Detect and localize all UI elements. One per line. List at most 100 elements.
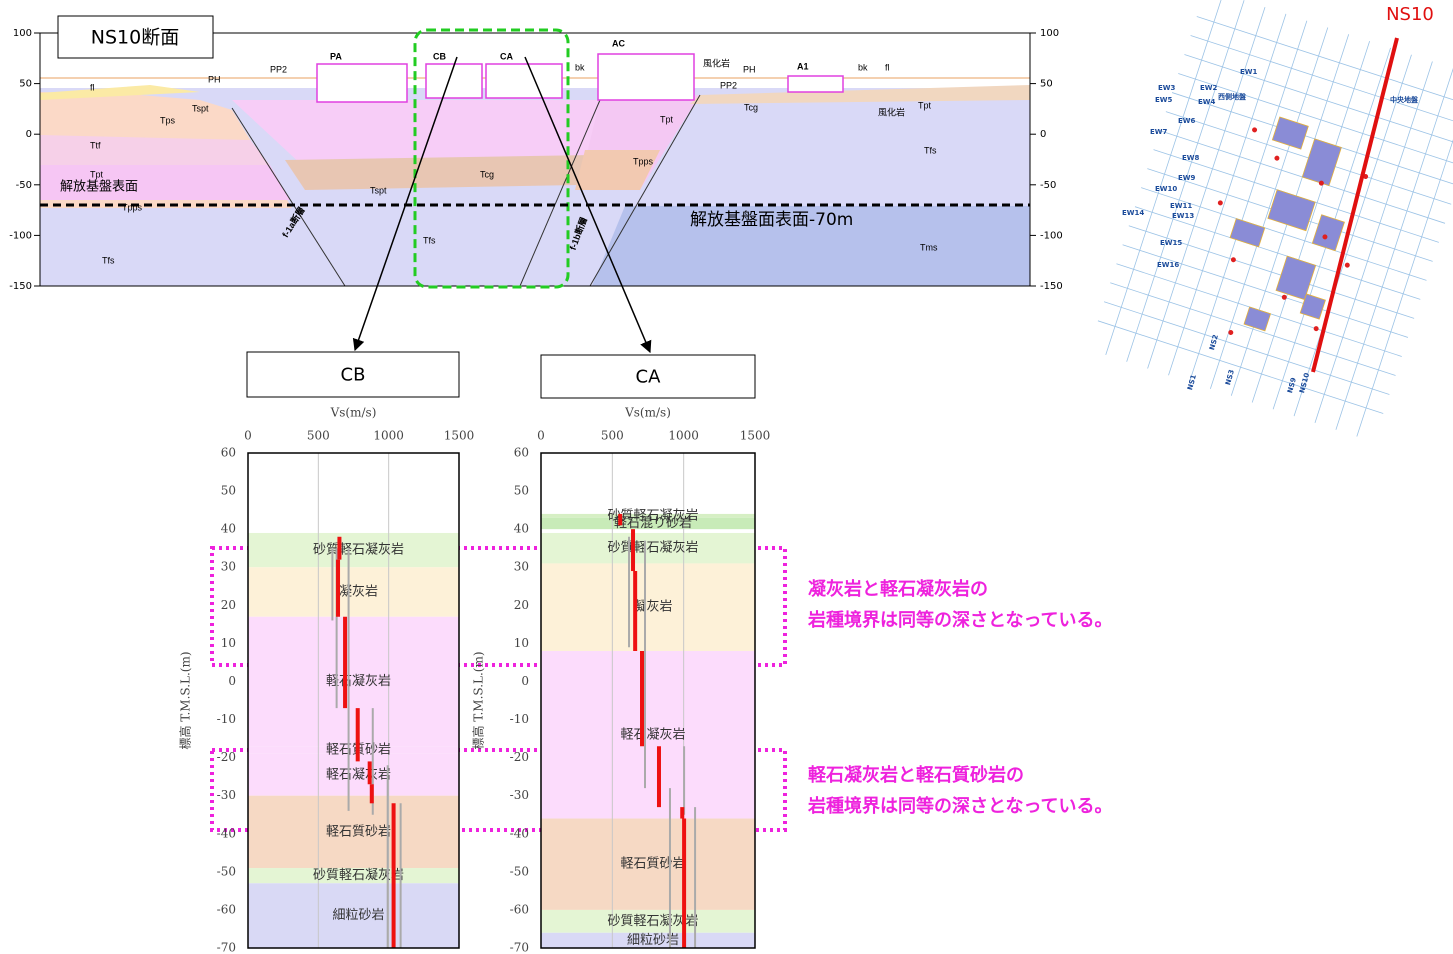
y-tick-label: -30 [217,788,236,802]
section-label: Tpt [918,100,932,110]
annotation: 凝灰岩と軽石凝灰岩の [808,578,988,600]
highlight-box [210,748,787,832]
building [1229,218,1266,248]
y-tick-label: 50 [19,79,32,90]
map-label: EW15 [1160,239,1182,247]
map-label: EW10 [1155,185,1177,193]
annotation: 岩種境界は同等の深さとなっている。 [807,795,1113,817]
layer-label: 砂質軽石凝灰岩 [607,913,698,929]
map-label: NS1 [1186,374,1198,391]
map-label: EW3 [1158,84,1176,92]
map-title: NS10 [1386,4,1434,25]
map-line [1122,244,1409,338]
y-tick-label: -50 [16,180,32,191]
section-label: Tpt [660,114,674,124]
map-label: NS3 [1224,369,1236,386]
plot-border [540,452,756,949]
layer [248,567,459,617]
y-tick-label: -100 [9,230,32,241]
building [787,75,844,93]
layer-label: 砂質軽石凝灰岩 [313,542,404,558]
section-label: Ttf [90,140,101,150]
map-line [1103,301,1390,395]
map-label: NS2 [1208,334,1220,351]
x-tick-label: 0 [244,429,252,443]
highlight-box [210,546,787,667]
y-tick-label: -40 [217,826,236,840]
section-label: 風化岩 [878,106,905,117]
annotation: 岩種境界は同等の深さとなっている。 [807,609,1113,631]
section-title: NS10断面 [91,27,179,49]
building [1271,116,1309,150]
marker [1228,329,1234,335]
fault-line [231,107,346,287]
layer-label: 細粒砂岩 [627,933,679,948]
map-label: EW6 [1178,117,1196,125]
tms-zone [592,206,1030,286]
map-label: EW5 [1155,96,1173,104]
map-label: EW9 [1178,174,1196,182]
chart-title: CA [636,367,662,388]
section-label: PP2 [270,64,287,74]
y-tick-label: 20 [514,598,529,612]
layer-label: 細粒砂岩 [332,908,384,923]
section-label: 風化岩 [703,57,730,68]
y-tick-label: -100 [1040,230,1063,241]
marker [1318,180,1324,186]
section-label: bk [858,62,868,72]
layer [248,746,459,754]
layer [541,909,755,933]
building [1275,255,1317,301]
layer-label: 軽石凝灰岩 [620,726,685,742]
left-tpt [40,165,290,200]
map-line [1141,187,1427,281]
y-tick-label: -30 [510,788,529,802]
left-ttf [40,135,270,165]
y-tick-label: 0 [1040,129,1046,140]
building [485,63,563,99]
map-label: 西側地盤 [1218,92,1247,101]
layer [541,818,755,910]
y-tick-label: 0 [521,674,529,688]
y-tick-label: -70 [217,941,236,954]
x-tick-label: 1000 [668,429,699,443]
x-tick-label: 500 [601,429,624,443]
y-tick-label: -50 [217,864,236,878]
layer-label: 砂質軽石凝灰岩 [313,867,404,883]
marker [1281,294,1287,300]
y-tick-label: 20 [221,598,236,612]
title-box [57,15,214,59]
layer [541,532,755,564]
building [1267,189,1316,232]
map-line [1196,16,1453,110]
map-line [1128,225,1415,319]
layer-label: 軽石質砂岩 [326,824,391,839]
y-tick-label: 40 [514,522,529,536]
y-tick-label: 50 [1040,79,1053,90]
y-axis-label: 標高 T.M.S.L.(m) [178,651,193,749]
layer-label: 軽石混り砂岩 [614,516,692,531]
basement-label: 解放基盤表面 [60,180,138,195]
building [1243,306,1272,332]
highlight-box [413,28,570,289]
map-grid [1097,0,1453,437]
map-line [1356,74,1453,437]
y-tick-label: 10 [221,636,236,650]
layer [541,932,755,948]
map-label: EW1 [1240,68,1258,76]
map-line [1184,54,1453,148]
y-tick-label: 100 [1040,28,1059,39]
building [316,63,408,103]
y-axis-label: 標高 T.M.S.L.(m) [471,651,486,749]
layer [248,868,459,884]
y-tick-label: -10 [510,712,529,726]
x-axis-label: Vs(m/s) [624,406,671,420]
map-line [1178,73,1453,167]
map-label: NS9 [1286,377,1298,394]
layer [541,651,755,819]
section-label: Tfs [423,235,436,245]
section-label: PA [330,51,342,61]
layer-label: 軽石凝灰岩 [326,673,391,689]
